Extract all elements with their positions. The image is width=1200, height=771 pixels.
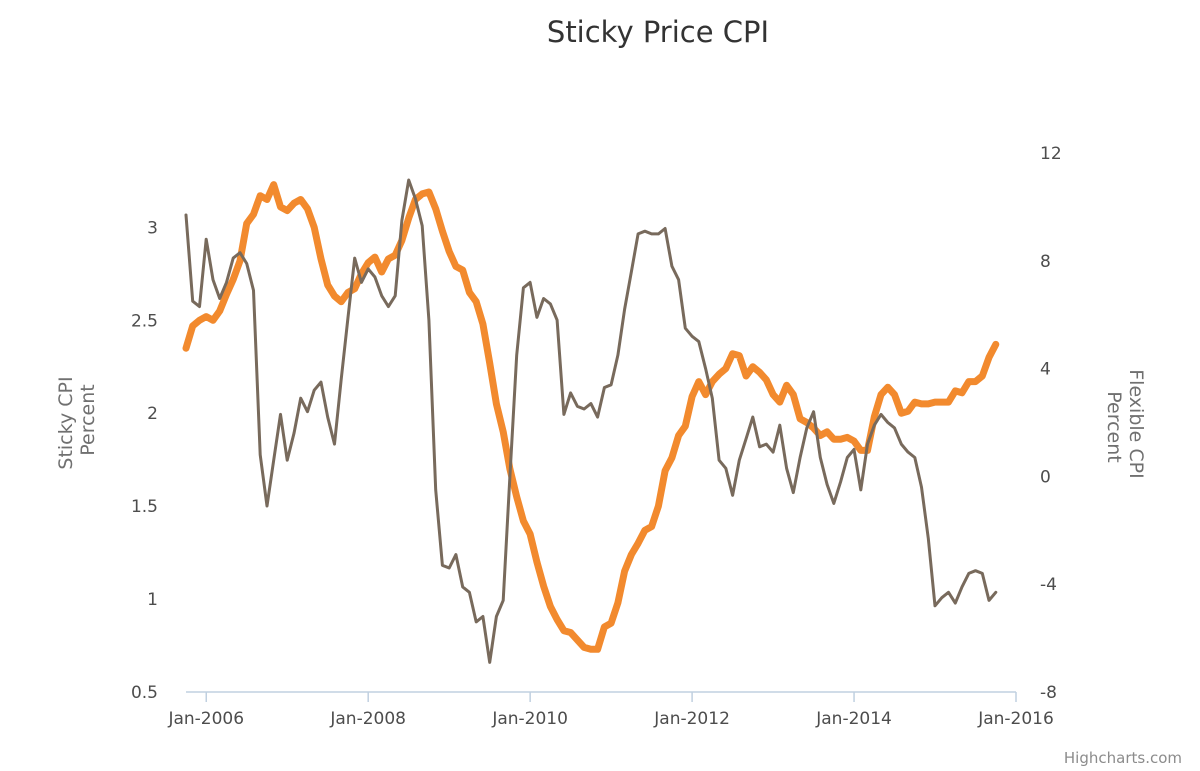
y-axis-left-title-line-1: Sticky CPI xyxy=(55,376,77,469)
y-axis-right-title-line-2: Percent xyxy=(1103,391,1125,463)
y-right-tick-label: -4 xyxy=(1040,575,1057,595)
x-tick-label: Jan-2014 xyxy=(815,709,892,729)
x-tick-label: Jan-2016 xyxy=(977,709,1054,729)
y-axis-right-title-line-1: Flexible CPI xyxy=(1125,369,1147,478)
y-axis-left-title-line-2: Percent xyxy=(77,384,99,456)
y-right-tick-label: 12 xyxy=(1040,144,1062,164)
y-left-tick-label: 2 xyxy=(147,404,158,424)
x-axis: Jan-2006 Jan-2008 Jan-2010 Jan-2012 Jan-2014… xyxy=(167,692,1054,729)
x-tick-label: Jan-2010 xyxy=(491,709,568,729)
y-left-tick-label: 1 xyxy=(147,590,158,610)
credits-link[interactable]: Highcharts.com xyxy=(1064,749,1182,767)
sticky-cpi-line[interactable] xyxy=(182,181,1000,653)
y-left-tick-label: 1.5 xyxy=(131,497,158,517)
x-tick-label: Jan-2008 xyxy=(329,709,406,729)
y-right-tick-label: -8 xyxy=(1040,683,1057,703)
y-axis-left: 0.5 1 1.5 2 2.5 3 xyxy=(131,218,158,703)
y-axis-right: -8 -4 0 4 8 12 xyxy=(1040,144,1062,703)
y-axis-right-title: Flexible CPI Percent xyxy=(1103,369,1147,485)
x-tick-label: Jan-2006 xyxy=(167,709,244,729)
y-left-tick-label: 0.5 xyxy=(131,683,158,703)
plot-area xyxy=(182,178,1000,664)
y-right-tick-label: 8 xyxy=(1040,252,1051,272)
y-right-tick-label: 4 xyxy=(1040,360,1051,380)
y-left-tick-label: 2.5 xyxy=(131,311,158,331)
y-left-tick-label: 3 xyxy=(147,218,158,238)
flexible-cpi-line[interactable] xyxy=(184,178,998,664)
x-tick-label: Jan-2012 xyxy=(653,709,730,729)
y-right-tick-label: 0 xyxy=(1040,467,1051,487)
chart-title: Sticky Price CPI xyxy=(547,15,769,49)
y-axis-left-title: Sticky CPI Percent xyxy=(55,370,99,469)
